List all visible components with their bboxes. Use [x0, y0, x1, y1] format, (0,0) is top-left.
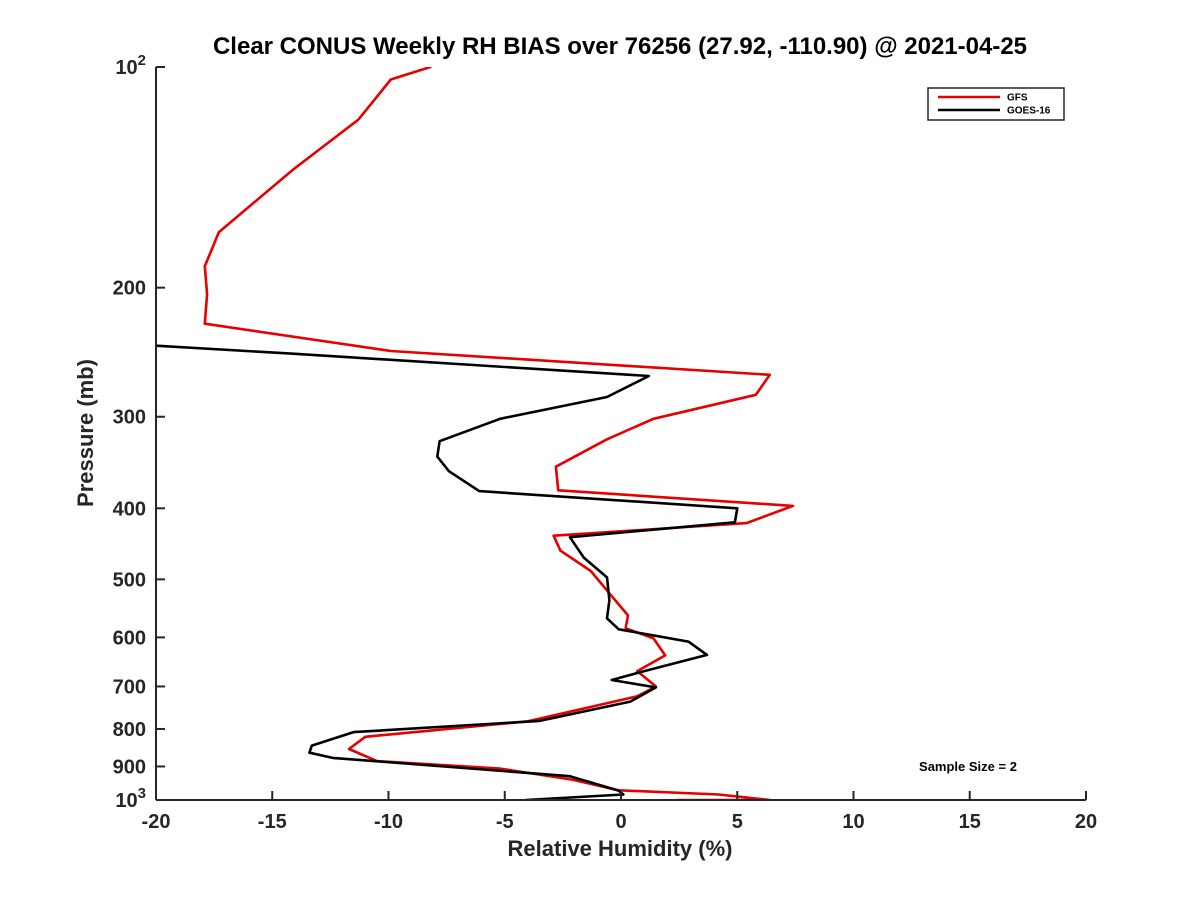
y-tick-label: 200	[113, 278, 146, 300]
x-axis-label: Relative Humidity (%)	[508, 836, 733, 861]
legend-box	[927, 87, 1065, 121]
legend-entry: GOES-16	[1007, 106, 1051, 117]
x-tick-label: 20	[1075, 811, 1097, 833]
y-tick-label: 600	[113, 627, 146, 649]
y-tick-label: 900	[113, 756, 146, 778]
x-axis-ticks: -20 -15 -10 -5 0 5 10 15 20	[142, 791, 1097, 833]
y-tick-label: 800	[113, 719, 146, 741]
series-layer	[156, 67, 795, 800]
y-tick-label: 102	[115, 52, 146, 79]
y-tick-label: 700	[113, 676, 146, 698]
x-tick-label: -15	[258, 811, 287, 833]
y-tick-label: 300	[113, 407, 146, 429]
sample-size-annotation: Sample Size = 2	[919, 759, 1017, 774]
x-tick-label: -10	[374, 811, 403, 833]
y-tick-label: 400	[113, 498, 146, 520]
chart-title: Clear CONUS Weekly RH BIAS over 76256 (2…	[213, 33, 1027, 60]
y-axis-ticks: 102 200 300 400 500 600 700 800 900 103	[113, 52, 165, 812]
x-tick-label: 0	[615, 811, 626, 833]
y-tick-label: 500	[113, 569, 146, 591]
x-tick-label: 15	[959, 811, 981, 833]
series-line-gfs	[203, 67, 795, 800]
x-tick-label: 10	[842, 811, 864, 833]
y-tick-label: 103	[115, 785, 146, 812]
x-tick-label: -5	[496, 811, 514, 833]
legend: GFS GOES-16	[927, 87, 1065, 121]
x-tick-label: -20	[142, 811, 171, 833]
legend-entry: GFS	[1007, 93, 1028, 104]
series-line-goes-16	[156, 344, 739, 800]
y-axis-label: Pressure (mb)	[73, 359, 98, 507]
x-tick-label: 5	[732, 811, 743, 833]
